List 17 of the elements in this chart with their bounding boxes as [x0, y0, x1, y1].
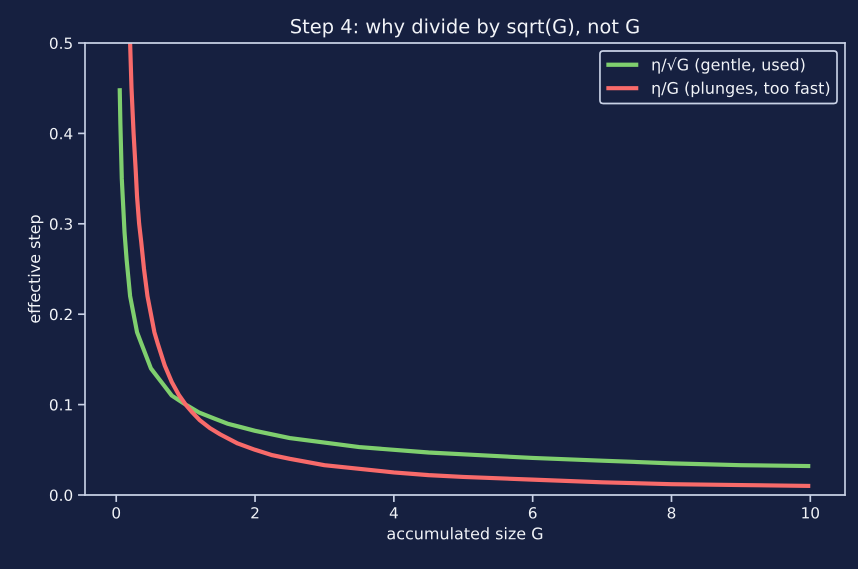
- chart-title: Step 4: why divide by sqrt(G), not G: [291, 18, 639, 38]
- x-tick-label: 4: [390, 507, 398, 518]
- x-tick-label: 0: [112, 507, 120, 519]
- y-tick-label: 0.3: [50, 218, 72, 230]
- legend-label: η/G (plunges, too fast): [652, 82, 830, 98]
- y-tick-label: 0.2: [50, 308, 72, 320]
- y-tick-label: 0.5: [50, 37, 72, 50]
- x-tick-label: 8: [668, 507, 676, 519]
- y-tick-label: 0.4: [50, 128, 72, 140]
- y-tick-label: 0.0: [50, 489, 72, 502]
- x-tick-label: 10: [802, 507, 820, 519]
- x-tick-label: 6: [528, 507, 537, 519]
- y-axis-title: effective step: [28, 215, 44, 323]
- y-tick-label: 0.1: [50, 399, 72, 411]
- x-axis-title: accumulated size G: [387, 527, 542, 540]
- x-tick-label: 2: [251, 507, 258, 518]
- legend-label: η/√G (gentle, used): [652, 57, 804, 74]
